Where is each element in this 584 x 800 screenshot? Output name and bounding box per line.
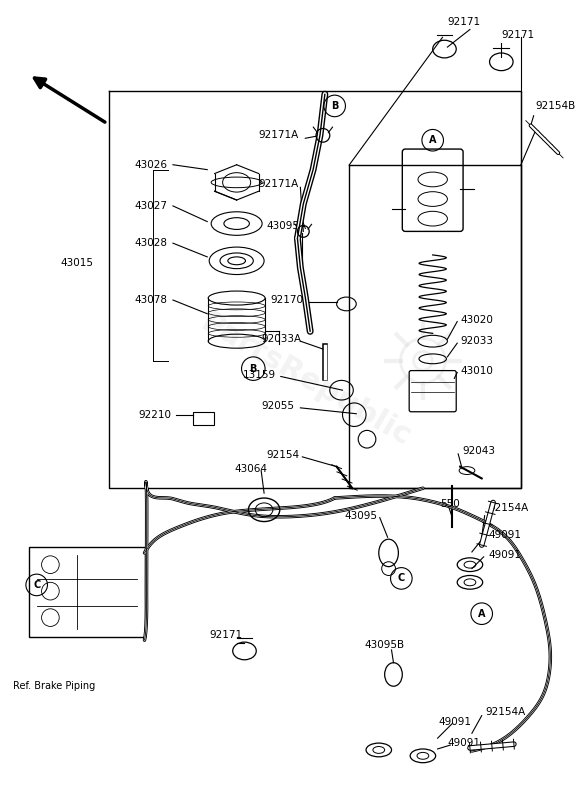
Text: 92154B: 92154B [536,101,576,111]
Text: 92171: 92171 [447,17,481,26]
Text: 92154A: 92154A [489,503,529,513]
Text: 92171A: 92171A [258,130,298,140]
Text: B: B [249,364,257,374]
Text: 92033A: 92033A [261,334,301,344]
Text: 43028: 43028 [135,238,168,248]
Text: 43010: 43010 [460,366,493,375]
Text: B: B [331,101,338,111]
Text: 43064: 43064 [235,464,267,474]
Text: A: A [478,609,485,618]
Text: A: A [429,135,436,146]
Text: 92033: 92033 [460,336,493,346]
Text: 43095: 43095 [345,510,377,521]
Text: 13159: 13159 [242,370,276,381]
Text: 92154A: 92154A [486,706,526,717]
Text: 49091: 49091 [447,738,481,748]
Text: 43020: 43020 [460,314,493,325]
Text: 49091: 49091 [489,550,522,560]
Text: C: C [33,580,40,590]
Text: 92171: 92171 [209,630,242,640]
Text: 43027: 43027 [135,201,168,211]
Text: 92171A: 92171A [258,179,298,190]
Text: 92043: 92043 [462,446,495,456]
Bar [29,547,144,638]
Text: 43095A: 43095A [266,221,306,230]
Text: 49091: 49091 [489,530,522,540]
Text: C: C [398,574,405,583]
Text: 92171: 92171 [501,30,534,40]
Text: 43026: 43026 [135,160,168,170]
Bar [193,412,214,426]
Text: 550: 550 [440,499,460,509]
Text: 92154: 92154 [266,450,299,460]
Text: 92210: 92210 [138,410,172,420]
Text: 43015: 43015 [60,258,93,268]
Text: PartsRepublic: PartsRepublic [195,308,416,453]
Text: 43078: 43078 [135,295,168,305]
Text: Ref. Brake Piping: Ref. Brake Piping [13,682,95,691]
Text: 43095B: 43095B [364,640,404,650]
Text: 49091: 49091 [439,717,471,726]
Text: 92055: 92055 [261,401,294,411]
Text: 92170: 92170 [270,295,303,305]
